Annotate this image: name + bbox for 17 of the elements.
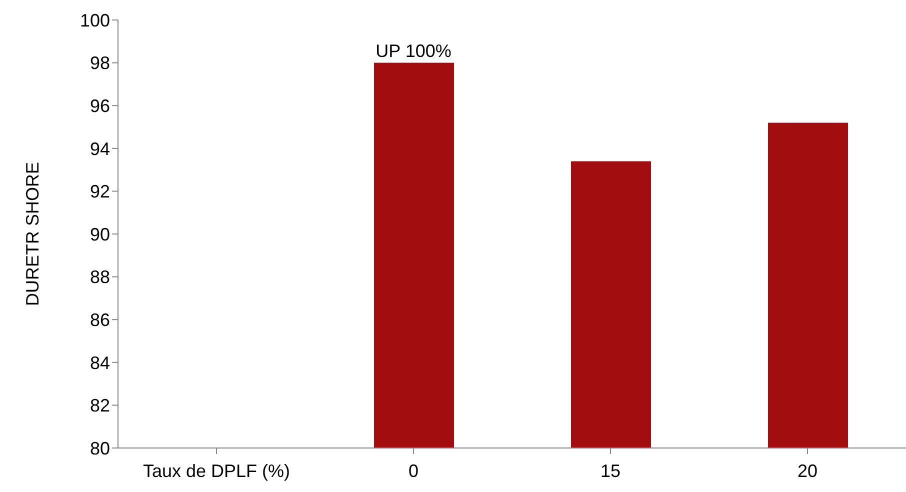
y-tick-label: 96 <box>90 96 110 116</box>
x-tick-label: 15 <box>600 460 621 481</box>
annotation: UP 100% <box>376 40 452 61</box>
y-tick-label: 90 <box>90 224 110 244</box>
y-tick-label: 86 <box>90 310 110 330</box>
y-tick-label: 100 <box>80 10 110 30</box>
y-tick-label: 84 <box>90 352 110 373</box>
x-tick-label: Taux de DPLF (%) <box>142 460 290 481</box>
y-tick-label: 88 <box>90 267 110 288</box>
x-tick-label: 0 <box>408 460 419 481</box>
x-tick-label: 20 <box>797 460 818 481</box>
y-tick-label: 94 <box>90 138 110 159</box>
y-tick-label: 98 <box>90 53 110 74</box>
y-axis-title: DURETR SHORE <box>22 162 42 306</box>
y-tick-label: 80 <box>90 438 110 458</box>
y-tick-label: 92 <box>90 182 110 202</box>
y-tick-label: 82 <box>90 396 110 416</box>
